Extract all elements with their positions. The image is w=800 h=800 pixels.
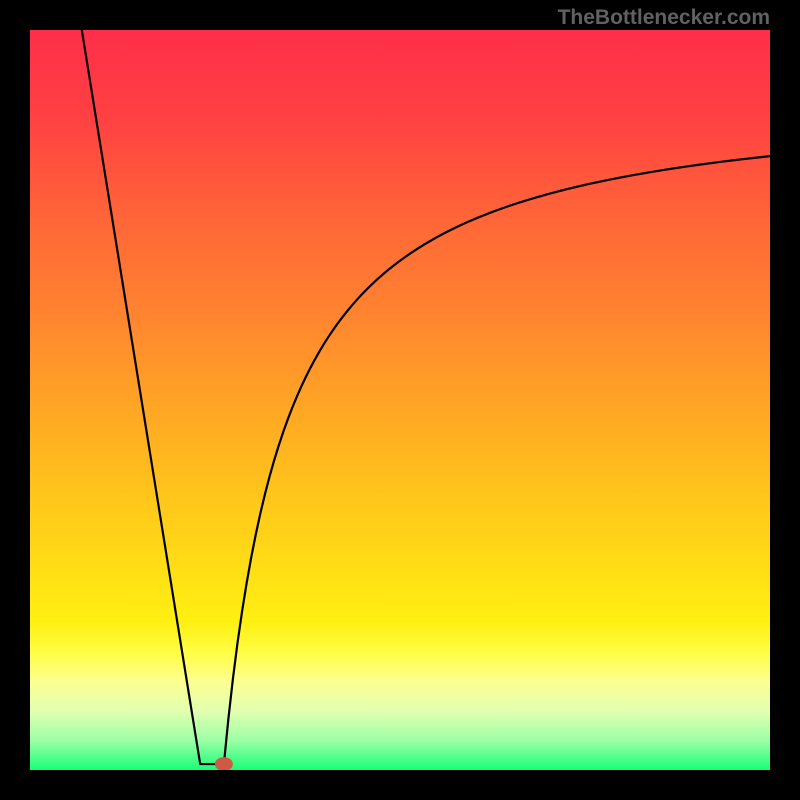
plot-area xyxy=(30,30,770,770)
plot-svg xyxy=(30,30,770,770)
chart-container: TheBottlenecker.com xyxy=(0,0,800,800)
watermark-text: TheBottlenecker.com xyxy=(558,6,770,30)
